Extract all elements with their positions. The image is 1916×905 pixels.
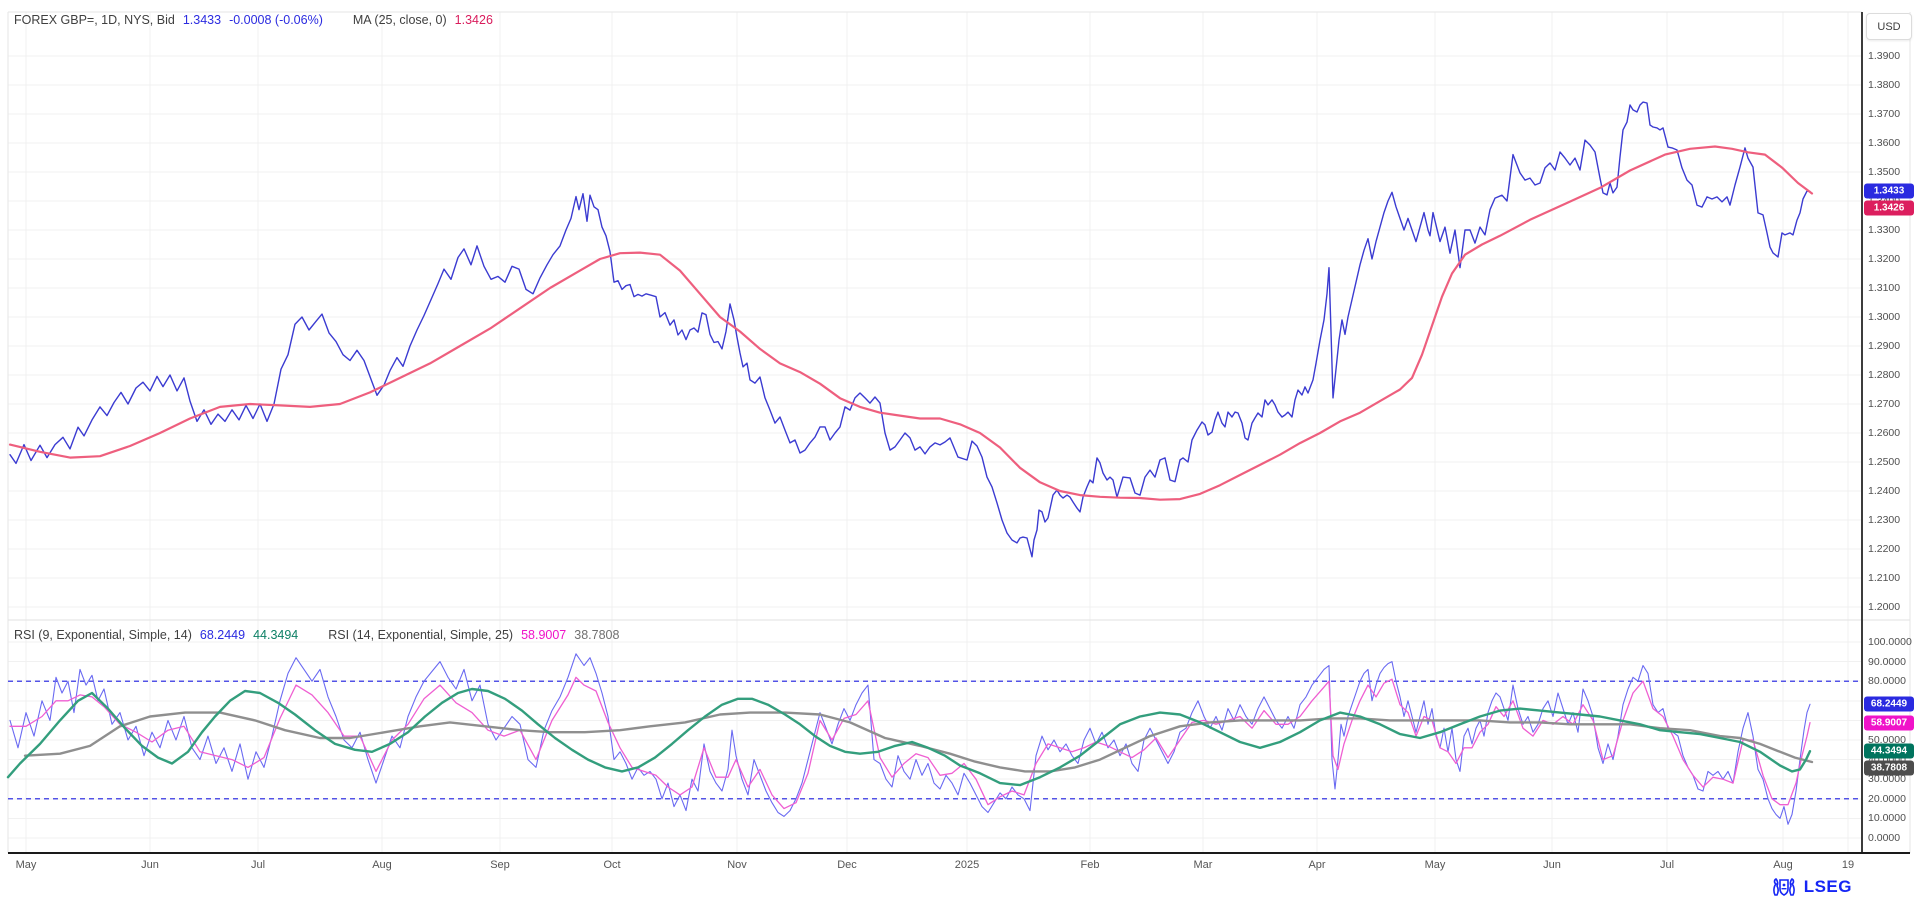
rsi-slow-badge: 58.9007 [1864,715,1914,731]
axis-tick-label: 1.3000 [1868,311,1901,323]
time-tick-label: May [15,859,37,871]
rsi14-line [9,676,1811,810]
ma-value: 1.3426 [454,13,493,27]
time-tick-label: Aug [1773,859,1793,871]
ma-price-badge: 1.3426 [1864,200,1914,216]
axis-tick-label: 10.0000 [1868,812,1906,825]
axis-tick-label: 1.2900 [1868,340,1901,352]
axis-tick-label: 90.0000 [1868,655,1906,668]
time-tick-label: May [1424,859,1446,871]
rsi-fast-signal-value: 44.3494 [253,628,299,642]
time-tick-label: Apr [1308,859,1326,871]
rsi-fast-value: 68.2449 [199,628,246,642]
bid-change: -0.0008 (-0.06%) [229,13,323,27]
time-tick-label: Aug [372,859,392,871]
axis-tick-label: 1.2200 [1868,543,1901,555]
axis-tick-label: 1.3500 [1868,166,1901,178]
axis-tick-label: 1.2800 [1868,369,1901,381]
bid-line [9,101,1811,558]
axis-tick-label: 30.0000 [1868,773,1906,786]
bid-value: 1.3433 [182,13,222,27]
time-tick-label: Dec [837,859,857,871]
axis-tick-label: 1.2500 [1868,456,1901,468]
instrument-label: FOREX GBP=, 1D, NYS, Bid [14,13,175,27]
axis-tick-label: 1.3900 [1868,50,1901,62]
axis-tick-label: 1.2000 [1868,601,1901,613]
axis-tick-label: 80.0000 [1868,675,1906,688]
time-tick-label: Feb [1080,859,1100,871]
bid-price-badge: 1.3433 [1864,183,1914,199]
time-tick-label: Jun [1543,859,1561,871]
rsi9-signal-line [6,687,1812,787]
axis-tick-label: 1.2300 [1868,514,1901,526]
axis-tick-label: 1.2100 [1868,572,1901,584]
axis-tick-label: 1.3100 [1868,282,1901,294]
axis-tick-label: 1.2600 [1868,427,1901,439]
rsi-slow-label: RSI (14, Exponential, Simple, 25) [328,628,514,642]
axis-tick-label: 1.2700 [1868,398,1901,410]
time-tick-label: Oct [603,859,621,871]
rsi-slow-signal-value: 38.7808 [574,628,620,642]
ma25-line [8,145,1814,501]
currency-button[interactable]: USD [1866,13,1912,40]
axis-tick-label: 0.0000 [1868,832,1901,844]
time-tick-label: Mar [1193,859,1213,871]
time-tick-label: Sep [490,859,510,871]
axis-tick-label: 1.3800 [1868,79,1901,91]
axis-tick-label: 1.3700 [1868,108,1901,120]
rsi-legend: RSI (9, Exponential, Simple, 14) 68.2449… [14,628,619,642]
rsi-fast-label: RSI (9, Exponential, Simple, 14) [14,628,192,642]
axis-tick-label: 1.3200 [1868,253,1901,265]
axis-tick-label: 20.0000 [1868,792,1906,805]
time-tick-label: Nov [727,859,747,871]
axis-tick-label: 1.2400 [1868,485,1901,497]
lseg-logo-text: LSEG [1803,877,1852,896]
rsi-fast-badge: 68.2449 [1864,696,1914,712]
axis-tick-label: 100.0000 [1868,636,1912,648]
ma-label: MA (25, close, 0) [352,13,447,27]
time-tick-label: Jul [250,859,266,871]
axis-tick-label: 1.3600 [1868,137,1901,149]
time-tick-label: Jul [1659,859,1675,871]
rsi-fast-signal-badge: 44.3494 [1864,743,1914,759]
time-tick-label: 2025 [954,859,980,871]
rsi-slow-value: 58.9007 [521,628,567,642]
rsi-slow-signal-badge: 38.7808 [1864,760,1914,776]
time-tick-label: Jun [141,859,159,871]
rsi14-signal-line [23,711,1814,773]
time-tick-label: 19 [1841,859,1855,871]
lseg-crest-icon [1772,878,1795,896]
brand-logo: LSEG [1771,876,1852,898]
main-legend: FOREX GBP=, 1D, NYS, Bid 1.3433 -0.0008 … [14,13,493,27]
axis-tick-label: 50.0000 [1868,734,1906,746]
axis-tick-label: 1.3300 [1868,224,1901,236]
